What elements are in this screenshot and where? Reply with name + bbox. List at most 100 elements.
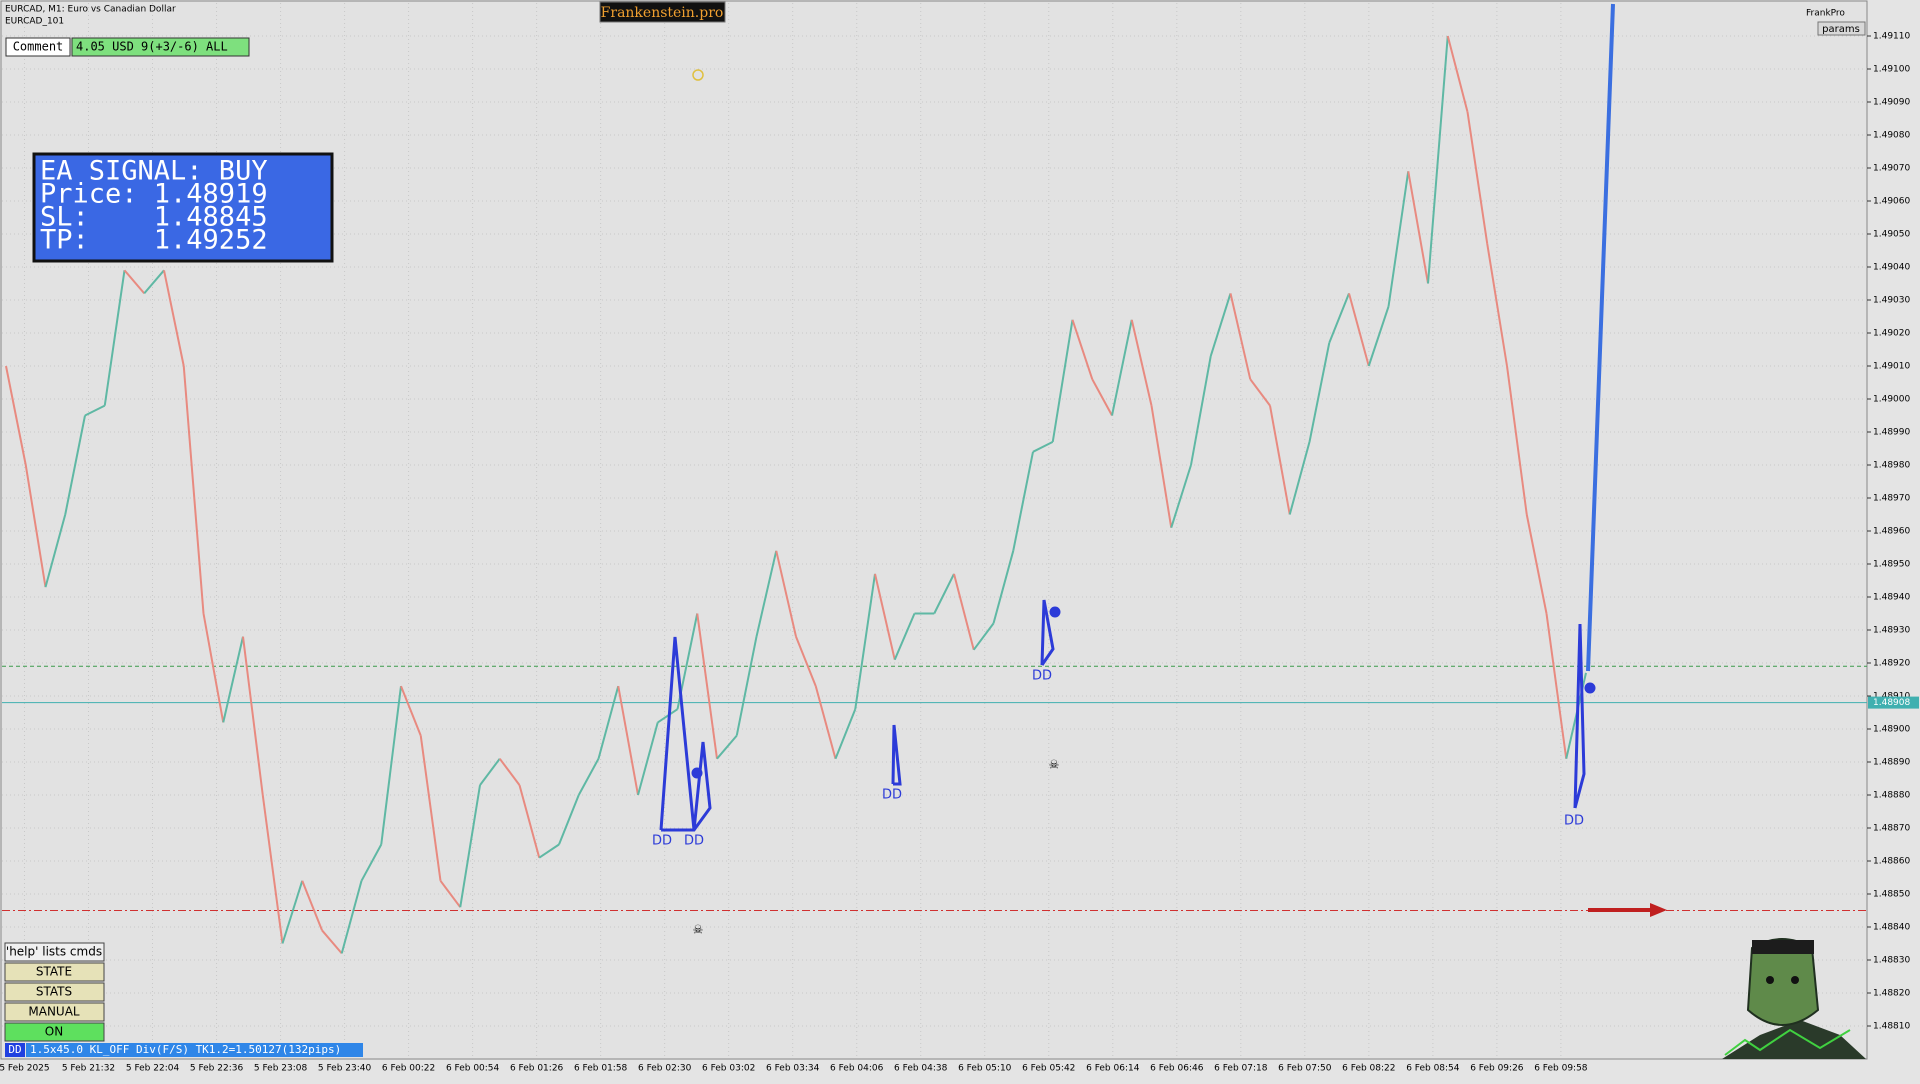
- y-tick-label: 1.49100: [1873, 65, 1910, 75]
- price-segment: [202, 613, 225, 723]
- y-tick-label: 1.49040: [1873, 263, 1910, 273]
- y-tick-label: 1.48980: [1873, 461, 1910, 471]
- skull-icon: ☠: [693, 923, 704, 937]
- x-tick-label: 6 Feb 00:54: [446, 1064, 500, 1074]
- signal-line: TP: 1.49252: [40, 225, 268, 256]
- dd-shape: [1040, 599, 1055, 666]
- x-tick-label: 6 Feb 06:46: [1150, 1064, 1204, 1074]
- price-segment: [222, 636, 244, 723]
- y-tick-label: 1.49090: [1873, 98, 1910, 108]
- price-segment: [735, 636, 758, 736]
- params-button[interactable]: [1817, 21, 1866, 36]
- price-segment: [321, 929, 343, 955]
- price-segment: [1506, 365, 1528, 515]
- y-tick-label: 1.49000: [1873, 395, 1910, 405]
- state-button[interactable]: [4, 962, 105, 982]
- x-tick-label: 6 Feb 06:14: [1086, 1064, 1140, 1074]
- y-tick-label: 1.49050: [1873, 230, 1910, 240]
- price-segment: [163, 270, 185, 367]
- dd-label: DD: [652, 834, 672, 849]
- buttons: 'help' lists cmds STATE STATS MANUAL ON: [4, 942, 105, 1042]
- y-tick-label: 1.48850: [1873, 890, 1910, 900]
- price-segment: [874, 573, 896, 660]
- price-segment: [5, 365, 27, 466]
- manual-button[interactable]: [4, 1002, 105, 1022]
- button-label: STATS: [36, 985, 72, 999]
- y-tick-label: 1.48880: [1873, 791, 1910, 801]
- y-tick-label: 1.48890: [1873, 758, 1910, 768]
- x-tick-label: 6 Feb 03:02: [702, 1064, 755, 1074]
- price-segment: [1269, 405, 1291, 515]
- dot: [691, 767, 703, 779]
- price-series: [2, 35, 1867, 955]
- price-segment: [1466, 111, 1489, 245]
- price-segment: [1190, 355, 1212, 466]
- price-segment: [1348, 293, 1370, 367]
- price-segment: [893, 613, 916, 661]
- price-segment: [597, 685, 620, 759]
- x-tick-label: 6 Feb 09:58: [1534, 1064, 1588, 1074]
- stats-button[interactable]: [4, 982, 105, 1002]
- price-segment: [182, 365, 205, 614]
- x-tick-label: 6 Feb 01:26: [510, 1064, 564, 1074]
- dd-label: DD: [1564, 814, 1584, 829]
- y-tick-label: 1.48990: [1873, 428, 1910, 438]
- status-tag: DD: [8, 1043, 21, 1056]
- x-tick-label: 6 Feb 03:34: [766, 1064, 820, 1074]
- price-segment: [1387, 171, 1410, 307]
- price-segment: [261, 794, 284, 944]
- button-label: MANUAL: [28, 1005, 80, 1019]
- price-segment: [1051, 319, 1074, 443]
- price-segment: [716, 734, 738, 760]
- price-segment: [103, 270, 126, 406]
- comment-box: [71, 37, 250, 57]
- dd-shape: [891, 724, 902, 786]
- price-segment: [419, 735, 442, 881]
- price-segment: [1249, 378, 1271, 407]
- price-segment: [953, 573, 975, 651]
- current-price-box: [1868, 696, 1919, 709]
- y-tick-label: 1.48840: [1873, 923, 1910, 933]
- dot: [1584, 682, 1596, 694]
- comment-text: 4.05 USD 9(+3/-6) ALL: [76, 40, 228, 54]
- signal-line: EA SIGNAL: BUY: [40, 156, 268, 187]
- price-segment: [518, 784, 541, 858]
- price-segment: [834, 708, 857, 760]
- on-button[interactable]: [4, 1022, 105, 1042]
- y-tick-label: 1.48960: [1873, 527, 1910, 537]
- price-segment: [933, 573, 955, 614]
- y-tick-label: 1.48910: [1873, 692, 1910, 702]
- grid: [2, 3, 1871, 1059]
- button-label: STATE: [36, 965, 72, 979]
- price-segment: [657, 708, 679, 724]
- skull-icon: ☠: [1049, 758, 1060, 772]
- price-segment: [1446, 35, 1469, 113]
- y-tick-label: 1.49070: [1873, 164, 1910, 174]
- price-segment: [281, 880, 304, 944]
- signal-lines: EA SIGNAL: BUY Price: 1.48919 SL: 1.4884…: [40, 156, 268, 256]
- price-segment: [1486, 243, 1508, 367]
- price-segment: [1091, 378, 1113, 416]
- smiley-icon: [692, 69, 704, 81]
- price-segment: [242, 636, 264, 796]
- x-tick-label: 5 Feb 22:36: [190, 1064, 244, 1074]
- x-tick-label: 5 Feb 23:08: [254, 1064, 308, 1074]
- dd-label: DD: [684, 834, 704, 849]
- dd-labels: DD DD DD DD DD: [652, 669, 1584, 849]
- signal-line: SL: 1.48845: [40, 202, 268, 233]
- comment-label-box: [5, 37, 71, 57]
- help-button[interactable]: [4, 942, 105, 962]
- price-segment: [1328, 293, 1350, 344]
- price-segment: [992, 550, 1015, 624]
- price-segment: [301, 880, 323, 931]
- price-segment: [1229, 293, 1252, 380]
- x-tick-label: 6 Feb 01:58: [574, 1064, 628, 1074]
- y-tick-label: 1.48940: [1873, 593, 1910, 603]
- price-segment: [1367, 306, 1390, 367]
- price-segment: [143, 269, 165, 295]
- price-segment: [795, 636, 817, 687]
- x-tick-label: 5 Feb 21:32: [62, 1064, 115, 1074]
- y-tick-label: 1.48950: [1873, 560, 1910, 570]
- y-tick-label: 1.48870: [1873, 824, 1910, 834]
